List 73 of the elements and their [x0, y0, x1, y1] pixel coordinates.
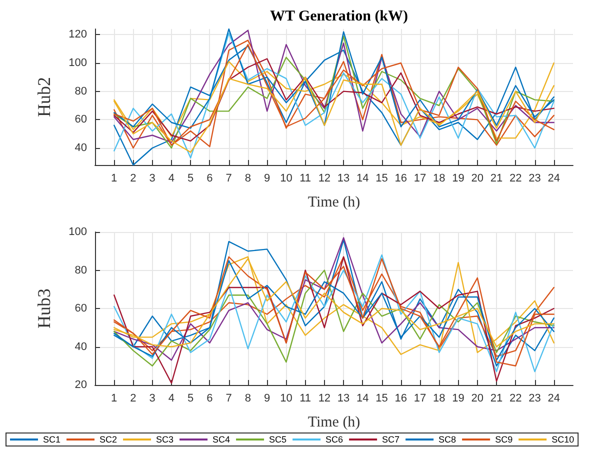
x-tick-label: 17	[414, 392, 426, 404]
x-tick-label: 22	[510, 392, 522, 404]
x-tick-label: 3	[149, 172, 156, 184]
x-tick-label: 15	[376, 392, 388, 404]
x-tick-label: 19	[452, 392, 464, 404]
y-tick-label: 80	[74, 264, 87, 276]
y-tick-label: 40	[74, 142, 87, 154]
x-tick-label: 18	[433, 392, 446, 404]
x-tick-label: 20	[471, 392, 484, 404]
x-tick-label: 18	[433, 172, 446, 184]
x-tick-label: 7	[226, 172, 232, 184]
legend-label: SC4	[212, 434, 230, 444]
x-tick-label: 24	[548, 172, 560, 184]
legend-label: SC8	[438, 434, 456, 444]
x-tick-label: 1	[111, 392, 118, 404]
x-tick-label: 20	[471, 172, 484, 184]
x-tick-label: 4	[168, 172, 175, 184]
legend-label: SC7	[382, 434, 400, 444]
x-tick-label: 10	[280, 392, 292, 404]
x-tick-label: 13	[337, 172, 350, 184]
legend-label: SC10	[552, 434, 574, 444]
x-tick-label: 2	[130, 172, 136, 184]
legend-label: SC5	[269, 434, 287, 444]
x-tick-label: 9	[264, 392, 270, 404]
legend-label: SC2	[100, 434, 118, 444]
x-tick-label: 1	[111, 172, 118, 184]
x-tick-label: 13	[337, 392, 350, 404]
y-tick-label: 60	[74, 114, 87, 126]
x-tick-label: 21	[490, 172, 503, 184]
x-tick-label: 23	[528, 392, 541, 404]
x-tick-label: 11	[300, 172, 312, 184]
x-tick-label: 24	[548, 392, 560, 404]
x-tick-label: 14	[356, 172, 369, 184]
x-tick-label: 7	[226, 392, 232, 404]
x-tick-label: 5	[188, 172, 194, 184]
x-tick-label: 23	[528, 172, 541, 184]
y-axis-title: Hub2	[34, 77, 54, 117]
legend-label: SC3	[156, 434, 174, 444]
x-tick-label: 6	[206, 392, 213, 404]
y-tick-label: 60	[74, 302, 87, 314]
x-tick-label: 12	[318, 392, 331, 404]
x-tick-label: 10	[280, 172, 292, 184]
x-tick-label: 17	[414, 172, 426, 184]
legend-label: SC1	[43, 434, 61, 444]
x-axis-title: Time (h)	[308, 414, 360, 430]
x-tick-label: 4	[168, 392, 175, 404]
x-tick-label: 6	[206, 172, 213, 184]
y-axis-title: Hub3	[34, 288, 54, 328]
x-tick-label: 8	[244, 172, 252, 184]
x-tick-label: 3	[149, 392, 156, 404]
x-tick-label: 5	[188, 392, 194, 404]
x-tick-label: 16	[394, 392, 408, 404]
chart-title: WT Generation (kW)	[270, 8, 408, 24]
y-tick-label: 20	[74, 379, 87, 391]
legend-label: SC6	[326, 434, 344, 444]
x-tick-label: 11	[300, 392, 312, 404]
y-tick-label: 120	[68, 28, 87, 41]
x-tick-label: 14	[356, 392, 369, 404]
y-tick-label: 100	[68, 57, 87, 69]
y-tick-label: 100	[68, 226, 87, 238]
y-tick-label: 80	[74, 85, 87, 98]
x-tick-label: 22	[510, 172, 522, 184]
x-tick-label: 12	[318, 172, 331, 184]
x-tick-label: 15	[376, 172, 388, 184]
x-tick-label: 21	[490, 392, 503, 404]
legend-label: SC9	[495, 434, 513, 444]
x-tick-label: 16	[394, 172, 408, 184]
x-axis-title: Time (h)	[308, 194, 360, 210]
y-tick-label: 40	[74, 340, 87, 353]
x-tick-label: 8	[244, 392, 252, 404]
x-tick-label: 9	[264, 172, 270, 184]
x-tick-label: 2	[130, 392, 136, 404]
x-tick-label: 19	[452, 172, 464, 184]
